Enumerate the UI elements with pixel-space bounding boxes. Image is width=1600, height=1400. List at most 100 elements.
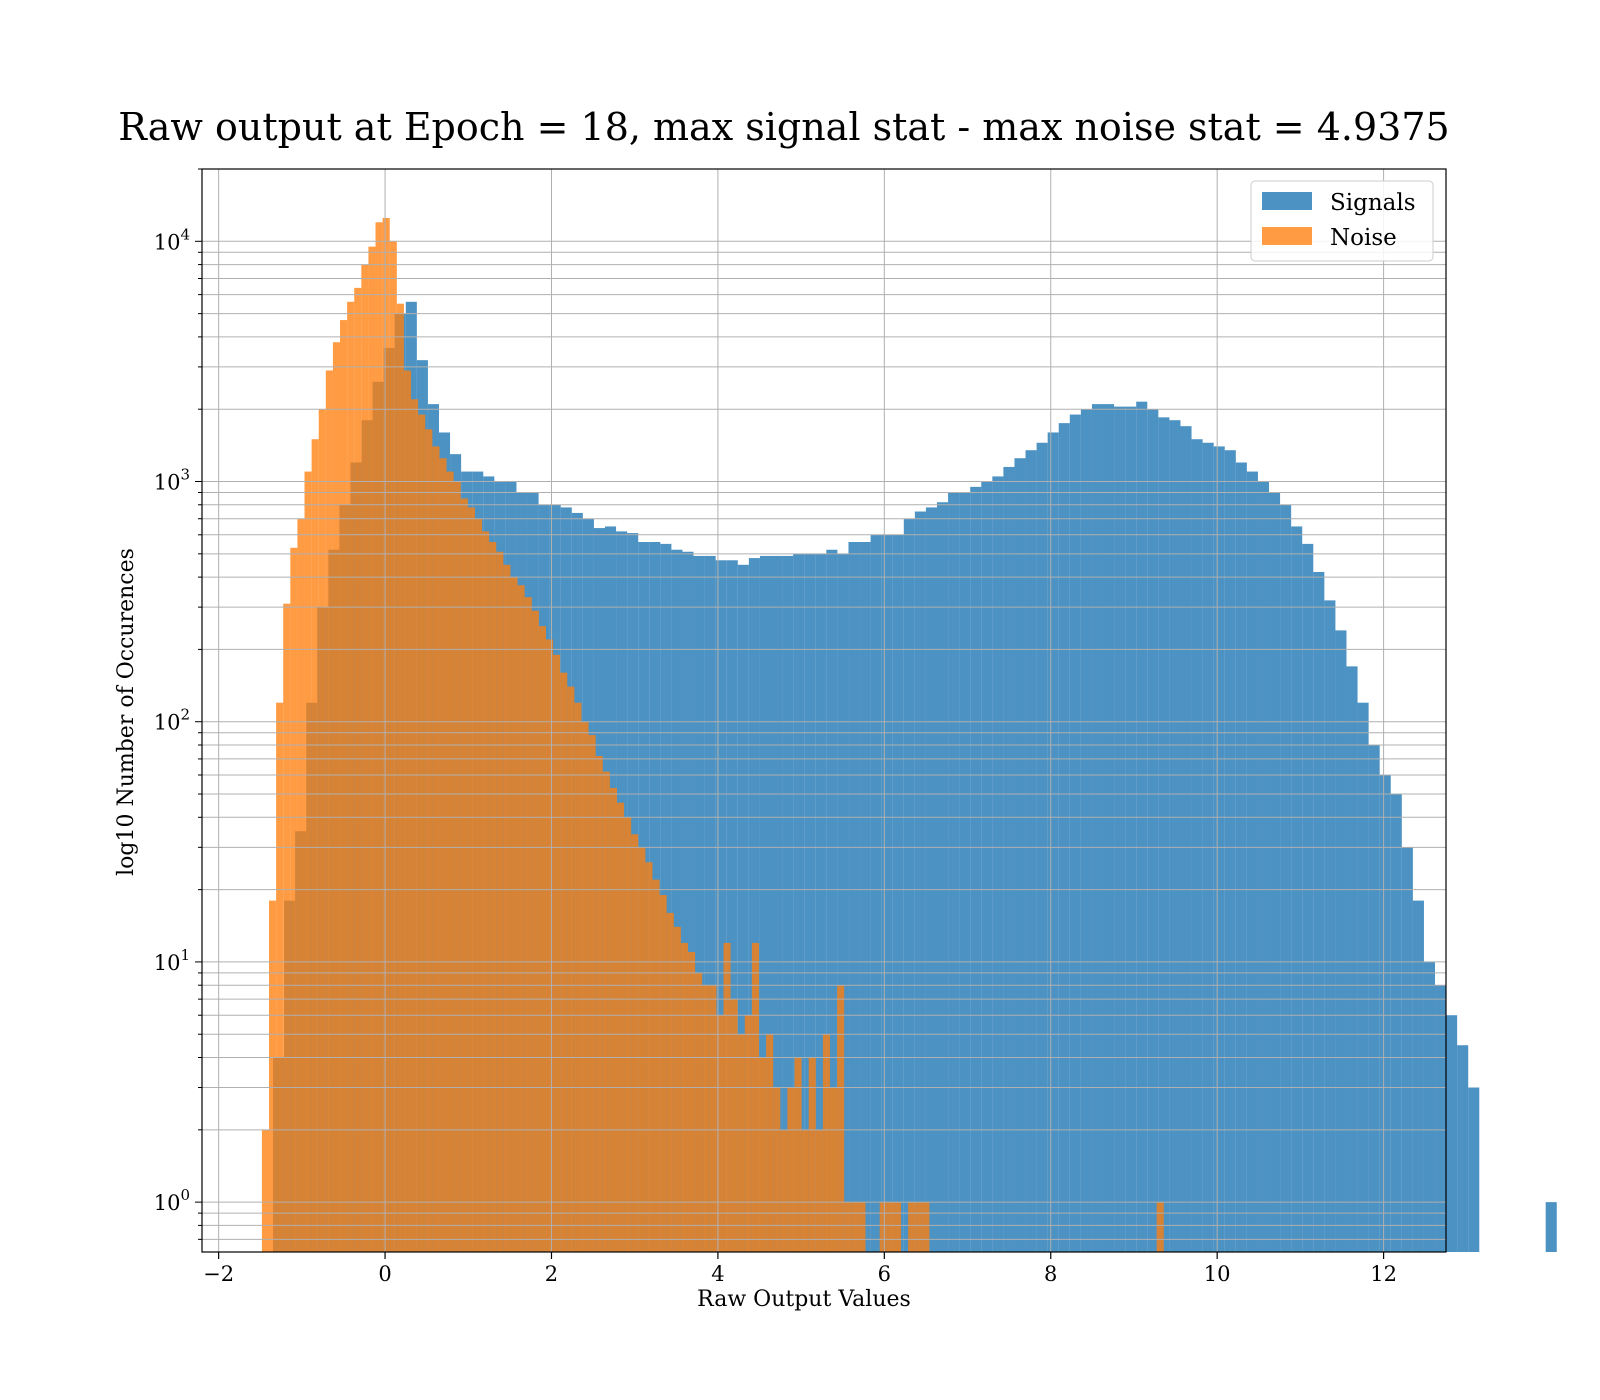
bar-noise — [460, 498, 468, 1253]
bar-noise — [851, 1202, 859, 1252]
bar-signals — [1313, 572, 1325, 1252]
bar-signals — [1401, 847, 1413, 1252]
bar-signals — [1335, 630, 1347, 1252]
bar-noise — [325, 370, 333, 1252]
x-tick-label: 8 — [1044, 1262, 1057, 1286]
bar-signals — [1446, 1015, 1458, 1252]
bar-noise — [382, 218, 390, 1252]
bar-noise — [332, 342, 341, 1252]
bar-noise — [609, 787, 617, 1252]
bar-noise — [425, 429, 433, 1252]
bar-noise — [759, 1057, 767, 1252]
y-tick-label: 102 — [154, 706, 190, 735]
bar-signals — [837, 553, 849, 1252]
bar-noise — [723, 942, 731, 1252]
bar-signals — [804, 553, 816, 1252]
bar-noise — [716, 1015, 724, 1252]
bar-noise — [780, 1129, 788, 1252]
bar-noise — [368, 246, 376, 1252]
bar-signals — [1346, 666, 1358, 1252]
bar-signals — [1412, 900, 1424, 1252]
bar-noise — [837, 985, 845, 1252]
bar-signals — [925, 507, 937, 1252]
bar-noise — [553, 654, 561, 1252]
bar-signals — [1379, 775, 1391, 1252]
bar-noise — [354, 287, 362, 1252]
bar-noise — [695, 972, 703, 1252]
bar-signals — [1235, 462, 1247, 1252]
bar-signals — [1058, 423, 1070, 1252]
bar-noise — [311, 439, 319, 1253]
bar-noise — [886, 1202, 894, 1252]
bar-noise — [709, 985, 717, 1252]
bar-signals — [826, 549, 838, 1252]
bar-noise — [666, 912, 674, 1252]
bar-noise — [503, 564, 511, 1252]
bar-signals — [1368, 745, 1380, 1252]
bar-noise — [304, 471, 312, 1252]
bar-signals — [1047, 432, 1059, 1253]
bar-noise — [510, 577, 518, 1252]
bar-signals — [1457, 1045, 1469, 1252]
y-tick-label: 100 — [154, 1186, 190, 1215]
bar-signals — [892, 534, 904, 1252]
bar-signals — [1435, 985, 1447, 1252]
bar-signals — [1545, 1202, 1557, 1252]
bar-noise — [659, 894, 667, 1252]
y-tick-label: 104 — [154, 225, 190, 254]
bar-noise — [403, 370, 412, 1252]
bar-signals — [1158, 417, 1170, 1253]
bar-noise — [652, 879, 660, 1252]
bar-noise — [908, 1202, 916, 1252]
x-tick-label: 2 — [545, 1262, 558, 1286]
bar-signals — [1390, 794, 1402, 1252]
bar-signals — [815, 553, 827, 1252]
bar-noise — [545, 639, 554, 1252]
bar-noise — [482, 531, 490, 1252]
bar-signals — [914, 511, 926, 1252]
bar-noise — [467, 507, 475, 1252]
bars — [261, 218, 1557, 1253]
bar-noise — [815, 1129, 823, 1252]
bar-signals — [1257, 481, 1270, 1252]
bar-signals — [1025, 450, 1037, 1253]
bar-signals — [1147, 409, 1159, 1253]
bar-noise — [730, 999, 738, 1252]
bar-signals — [970, 486, 982, 1252]
bar-noise — [801, 1129, 809, 1252]
bar-signals — [1003, 466, 1015, 1252]
bar-noise — [496, 551, 504, 1252]
bar-signals — [682, 551, 694, 1252]
bar-noise — [283, 603, 291, 1252]
x-tick-label: 0 — [378, 1262, 391, 1286]
chart-title: Raw output at Epoch = 18, max signal sta… — [118, 105, 1449, 149]
bar-signals — [726, 560, 738, 1252]
bar-noise — [396, 303, 404, 1252]
bar-signals — [693, 555, 705, 1252]
bar-signals — [737, 564, 749, 1252]
bar-signals — [1280, 504, 1292, 1252]
bar-noise — [269, 900, 277, 1252]
bar-noise — [744, 1015, 752, 1252]
x-tick-label: 6 — [878, 1262, 891, 1286]
y-axis-label: log10 Number of Occurences — [114, 548, 139, 876]
bar-signals — [1224, 450, 1236, 1253]
bar-noise — [574, 702, 582, 1252]
bar-noise — [489, 542, 497, 1252]
bar-signals — [671, 549, 683, 1252]
bar-signals — [1091, 404, 1104, 1252]
bar-signals — [1114, 406, 1126, 1252]
bar-noise — [276, 702, 284, 1252]
bar-signals — [782, 555, 794, 1252]
bar-signals — [848, 542, 860, 1252]
bar-noise — [318, 409, 326, 1253]
bar-noise — [773, 1087, 781, 1252]
bar-noise — [673, 926, 681, 1252]
bar-noise — [858, 1202, 866, 1252]
bar-signals — [793, 553, 805, 1252]
x-tick-label: 12 — [1370, 1262, 1397, 1286]
bar-signals — [870, 534, 882, 1252]
bar-noise — [787, 1087, 795, 1252]
bar-noise — [638, 847, 646, 1252]
